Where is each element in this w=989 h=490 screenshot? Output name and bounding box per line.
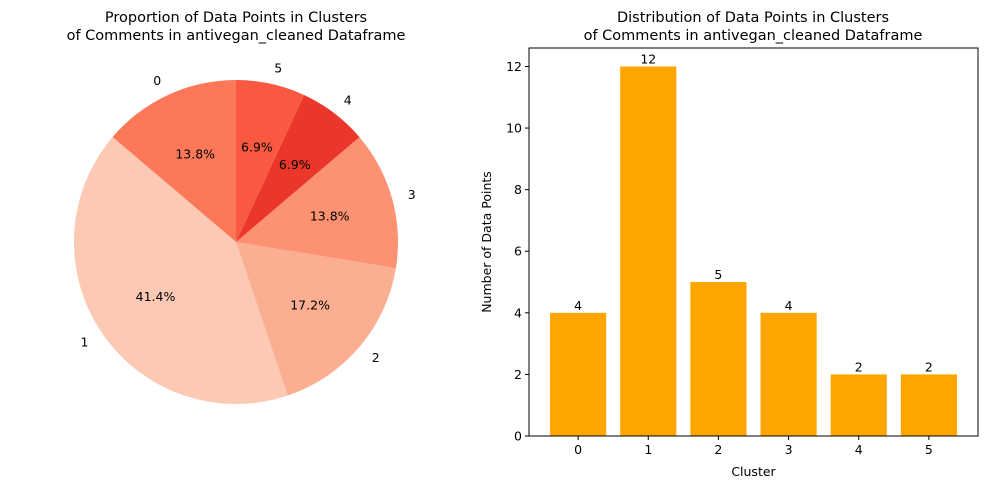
y-axis-ticks: 0 2 4 6 8 10 12 (506, 59, 529, 444)
pie-pct-2: 17.2% (290, 297, 330, 312)
pie-labels: 0 13.8% 1 41.4% 2 17.2% 3 13.8% 4 6.9% 5 6.9% (81, 61, 416, 365)
pie-label-4: 4 (344, 93, 352, 108)
pie-slice-3 (236, 137, 399, 269)
pie-pct-4: 6.9% (279, 157, 311, 172)
bar-1 (620, 66, 677, 436)
x-tick-label: 0 (574, 442, 582, 457)
x-tick-label: 1 (644, 442, 652, 457)
pie-title-line1: Proportion of Data Points in Clusters (105, 10, 367, 26)
bar-title-line2: of Comments in antivegan_cleaned Datafra… (584, 28, 923, 44)
pie-chart: Proportion of Data Points in Clusters of… (67, 10, 416, 405)
pie-pct-0: 13.8% (175, 146, 215, 161)
pie-label-1: 1 (81, 335, 89, 350)
plot-frame (528, 47, 979, 437)
bar-value-label-5: 2 (925, 359, 933, 374)
bar-chart: Distribution of Data Points in Clusters … (479, 10, 979, 479)
y-tick-label: 4 (514, 305, 522, 320)
y-tick-label: 6 (514, 244, 522, 259)
x-tick-label: 3 (785, 442, 793, 457)
pie-pct-5: 6.9% (241, 140, 273, 155)
y-tick-label: 0 (514, 429, 522, 444)
x-tick-label: 2 (714, 442, 722, 457)
pie-slice-4 (236, 94, 360, 242)
y-tick-label: 8 (514, 182, 522, 197)
y-tick-label: 10 (506, 121, 522, 136)
bar-value-label-1: 12 (640, 52, 656, 67)
pie-label-3: 3 (408, 187, 416, 202)
bar-5 (900, 374, 957, 436)
x-tick-label: 4 (855, 442, 863, 457)
bar-0 (550, 312, 607, 436)
y-axis-label: Number of Data Points (479, 171, 494, 313)
pie-slice-5 (236, 80, 305, 242)
bars: 4 12 5 4 2 2 (550, 52, 957, 436)
pie-slices (73, 80, 399, 405)
pie-slice-1 (73, 137, 288, 405)
bar-value-label-0: 4 (574, 298, 582, 313)
y-tick-label: 2 (514, 367, 522, 382)
bar-value-label-2: 5 (714, 267, 722, 282)
pie-pct-3: 13.8% (310, 209, 350, 224)
bar-value-label-3: 4 (785, 298, 793, 313)
bar-2 (690, 282, 747, 436)
x-axis-label: Cluster (731, 464, 776, 479)
pie-slice-0 (112, 80, 236, 242)
bar-4 (830, 374, 887, 436)
pie-label-5: 5 (274, 61, 282, 76)
y-tick-label: 12 (506, 59, 522, 74)
pie-label-2: 2 (372, 350, 380, 365)
pie-label-0: 0 (153, 73, 161, 88)
bar-title-line1: Distribution of Data Points in Clusters (617, 10, 889, 26)
x-axis-ticks: 0 1 2 3 4 5 (574, 436, 933, 457)
bar-3 (760, 312, 817, 436)
pie-title-line2: of Comments in antivegan_cleaned Datafra… (67, 28, 406, 44)
pie-slice-2 (236, 242, 396, 396)
bar-value-label-4: 2 (855, 359, 863, 374)
pie-pct-1: 41.4% (136, 289, 176, 304)
x-tick-label: 5 (925, 442, 933, 457)
